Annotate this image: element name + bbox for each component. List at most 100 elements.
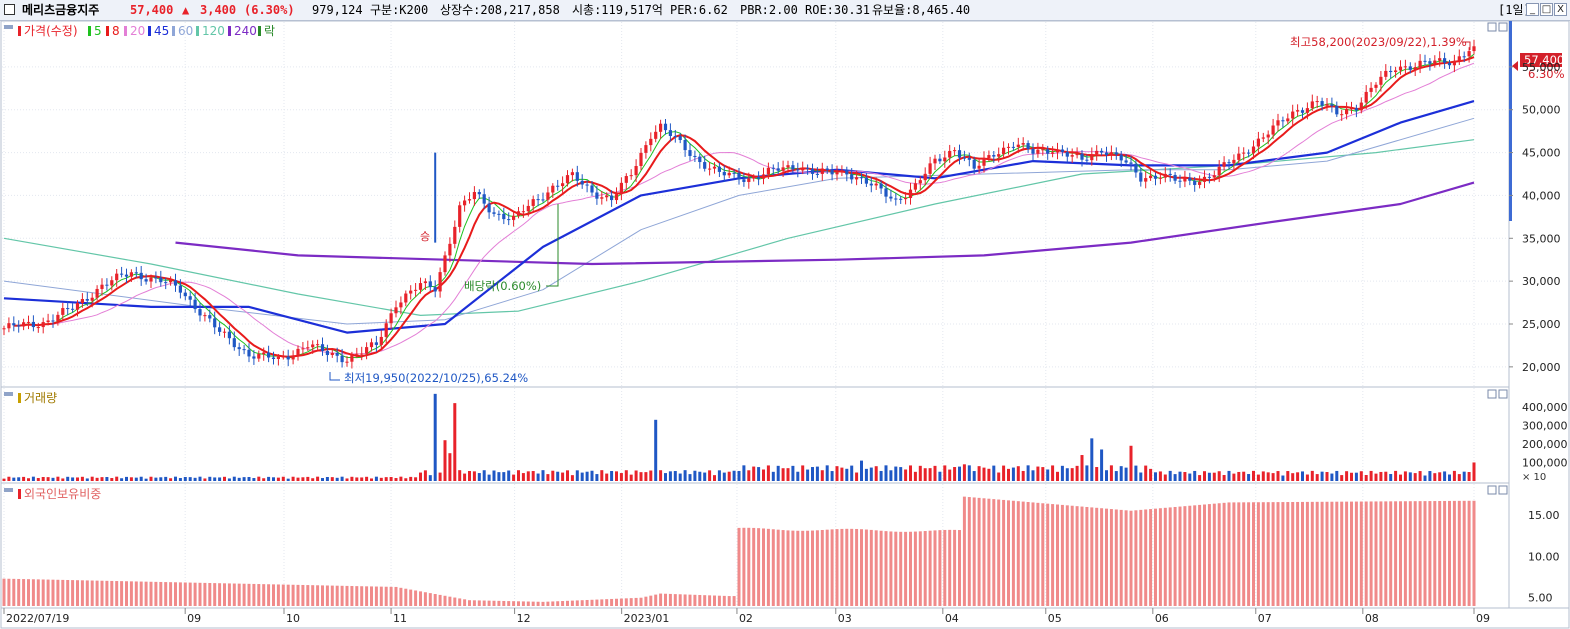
foreign-bar [889,531,893,606]
close-button[interactable]: X [1554,3,1567,16]
minimize-button[interactable]: _ [1526,3,1539,16]
volume-bar [134,477,138,481]
candle-body [1271,125,1275,135]
foreign-bar [1105,508,1108,606]
candle-body [1237,153,1241,160]
candle-body [26,321,31,323]
x-axis-area [0,607,1570,629]
volume-bar [948,469,952,481]
foreign-bar [370,586,373,606]
volume-bar [1041,467,1045,481]
restore-button[interactable]: □ [1540,3,1553,16]
volume-bar [17,477,21,481]
foreign-bar [845,528,849,606]
volume-panel-handle-icon[interactable] [4,392,13,396]
foreign-bar [737,527,741,606]
volume-bar [654,419,658,481]
volume-bar [722,472,726,481]
volume-bar [394,478,398,481]
candle-body [1457,56,1461,61]
foreign-bar [536,601,540,606]
foreign-bar [1315,501,1319,606]
chart-area: 가격(수정) 5 8 20 45 60 120 240 락 최고58,200(2… [0,20,1570,629]
candle-body [1340,114,1344,116]
foreign-bar [374,586,378,606]
price-scroll-indicator[interactable] [1509,21,1512,221]
foreign-bar [262,584,266,606]
foreign-bar [433,594,437,606]
foreign-bar [409,589,413,606]
foreign-panel-close-button[interactable] [1498,485,1508,495]
foreign-bar [1457,500,1461,606]
volume-bar [605,473,609,481]
candle-body [1016,144,1020,147]
foreign-bar [1423,501,1427,606]
volume-bar [693,470,697,481]
foreign-bar [1350,501,1353,606]
foreign-bar [1438,501,1442,606]
period-selector[interactable]: [1일] [1498,3,1531,17]
foreign-bar [1291,501,1295,606]
candle-body [320,344,325,351]
candle-body [340,355,344,363]
volume-bar [732,470,736,481]
volume-bar [95,477,99,481]
candle-body [1002,147,1006,155]
candle-body [1129,162,1133,164]
candle-body [957,150,962,158]
candle-body [41,322,45,328]
candle-body [1055,149,1060,153]
volume-bar [1379,471,1383,481]
foreign-bar [727,596,731,606]
volume-bar [360,477,364,481]
candle-body [139,272,143,280]
candle-body [492,212,496,214]
price-panel-restore-button[interactable] [1487,22,1497,32]
foreign-bar [1261,502,1265,606]
volume-bar [311,478,315,481]
volume-bar [174,476,177,481]
panel-handle-icon[interactable] [4,25,13,29]
candle-body [600,197,604,199]
foreign-bar [958,530,961,606]
volume-panel-close-button[interactable] [1498,389,1508,399]
candle-body [1090,154,1094,161]
volume-bar [1467,472,1471,481]
foreign-panel-restore-button[interactable] [1487,485,1497,495]
foreign-bar [12,578,16,606]
x-tick-label: 11 [393,612,407,625]
title-bar: 메리츠금융지주 57,400 ▲ 3,400 (6.30%) 979,124 구… [0,0,1570,21]
foreign-bar [1154,508,1157,606]
volume-bar [232,476,236,481]
candle-body [737,172,741,180]
ma20-line [13,62,1475,355]
foreign-bar [992,499,996,606]
window-checkbox[interactable] [4,4,15,15]
candle-body [776,168,780,171]
foreign-bar [1418,501,1422,606]
candle-body [394,307,398,314]
candle-body [987,155,991,158]
candle-body [227,331,231,339]
candle-body [1085,159,1089,161]
foreign-panel-handle-icon[interactable] [4,488,13,492]
foreign-bar [330,585,334,606]
foreign-bar [850,528,854,606]
foreign-bar [987,498,991,606]
volume-bar [688,474,692,481]
candle-body [463,200,467,206]
volume-bar [1354,472,1358,481]
candle-body [1452,60,1456,66]
volume-panel-restore-button[interactable] [1487,389,1497,399]
candle-body [1276,120,1280,126]
price-panel-close-button[interactable] [1498,22,1508,32]
volume-bar [468,471,471,481]
volume-bar [316,476,320,481]
candle-body [296,348,300,356]
foreign-bar [918,531,922,606]
candle-body [271,357,276,360]
foreign-bar [668,593,672,606]
foreign-bar [1433,501,1437,606]
volume-bar [1056,471,1059,481]
volume-bar [1109,465,1113,481]
